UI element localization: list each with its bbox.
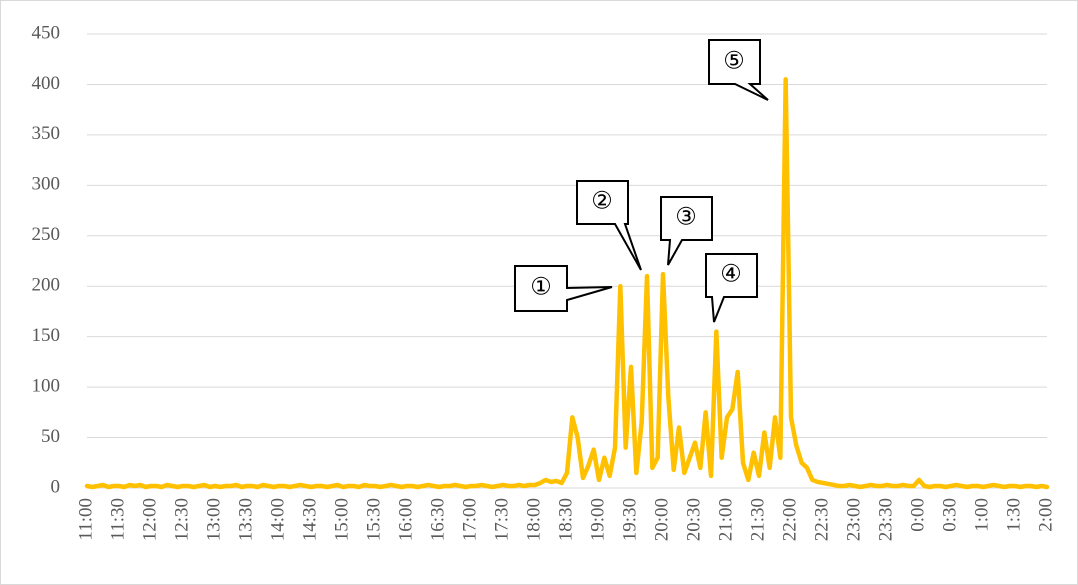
y-tick-label: 450 [32,22,61,43]
x-tick-label: 19:30 [619,498,640,541]
x-tick-label: 13:00 [203,498,224,541]
x-tick-label: 15:30 [363,498,384,541]
x-tick-label: 13:30 [235,498,256,541]
x-tick-label: 22:30 [811,498,832,541]
annotation: ② [591,189,613,215]
y-tick-label: 50 [41,426,60,447]
x-tick-label: 2:00 [1035,498,1056,532]
y-tick-label: 400 [32,73,61,94]
x-tick-label: 12:30 [171,498,192,541]
x-tick-label: 17:00 [459,498,480,541]
annotation: ⑤ [723,49,745,75]
x-tick-label: 20:30 [683,498,704,541]
x-tick-label: 16:30 [427,498,448,541]
annotation: ④ [720,262,742,288]
y-tick-label: 150 [32,325,61,346]
x-tick-label: 23:30 [875,498,896,541]
y-tick-label: 100 [32,375,61,396]
x-tick-label: 11:30 [107,498,128,541]
x-tick-label: 21:00 [715,498,736,541]
callout [660,196,713,266]
callout [708,39,769,101]
x-tick-label: 14:30 [299,498,320,541]
x-tick-label: 14:00 [267,498,288,541]
y-tick-label: 0 [51,476,61,497]
callout [576,180,642,271]
x-tick-label: 1:00 [971,498,992,532]
annotation: ① [530,275,552,301]
annotations: ① ② ③ ④ ⑤ [514,39,769,323]
y-tick-label: 300 [32,174,61,195]
callout [514,265,613,312]
x-tick-label: 12:00 [139,498,160,541]
x-tick-label: 0:30 [939,498,960,532]
x-tick-label: 15:00 [331,498,352,541]
x-tick-label: 16:00 [395,498,416,541]
y-tick-label: 350 [32,123,61,144]
callout [705,253,758,323]
x-tick-label: 0:00 [907,498,928,532]
x-tick-label: 22:00 [779,498,800,541]
y-tick-label: 250 [32,224,61,245]
x-tick-label: 19:00 [587,498,608,541]
x-tick-label: 20:00 [651,498,672,541]
x-tick-label: 18:00 [523,498,544,541]
x-tick-label: 17:30 [491,498,512,541]
x-tick-label: 23:00 [843,498,864,541]
x-tick-label: 21:30 [747,498,768,541]
plot [84,77,1050,490]
annotation: ③ [675,205,697,231]
y-tick-label: 200 [32,275,61,296]
x-tick-label: 1:30 [1003,498,1024,532]
line [84,77,1050,490]
x-tick-label: 18:30 [555,498,576,541]
x-tick-label: 11:00 [75,498,96,541]
